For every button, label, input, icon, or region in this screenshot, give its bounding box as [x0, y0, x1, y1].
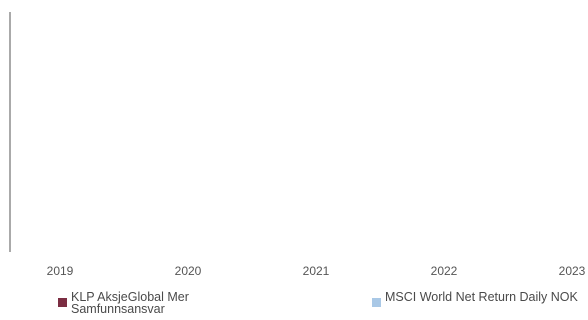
x-tick-label: 2022	[431, 264, 458, 278]
x-tick-label: 2023	[559, 264, 586, 278]
legend-label-msci: MSCI World Net Return Daily NOK	[385, 290, 578, 304]
legend: KLP AksjeGlobal Mer Samfunnsansvar MSCI …	[0, 291, 588, 320]
x-tick-label: 2019	[47, 264, 74, 278]
x-tick-label: 2021	[303, 264, 330, 278]
legend-item-msci: MSCI World Net Return Daily NOK	[372, 291, 586, 307]
legend-item-klp: KLP AksjeGlobal Mer Samfunnsansvar	[58, 291, 268, 315]
legend-swatch-klp	[58, 298, 67, 307]
x-tick-label: 2020	[175, 264, 202, 278]
legend-swatch-msci	[372, 298, 381, 307]
legend-label-klp: KLP AksjeGlobal Mer Samfunnsansvar	[71, 290, 189, 316]
x-axis-ticks: 2019 2020 2021 2022 2023	[47, 264, 586, 278]
